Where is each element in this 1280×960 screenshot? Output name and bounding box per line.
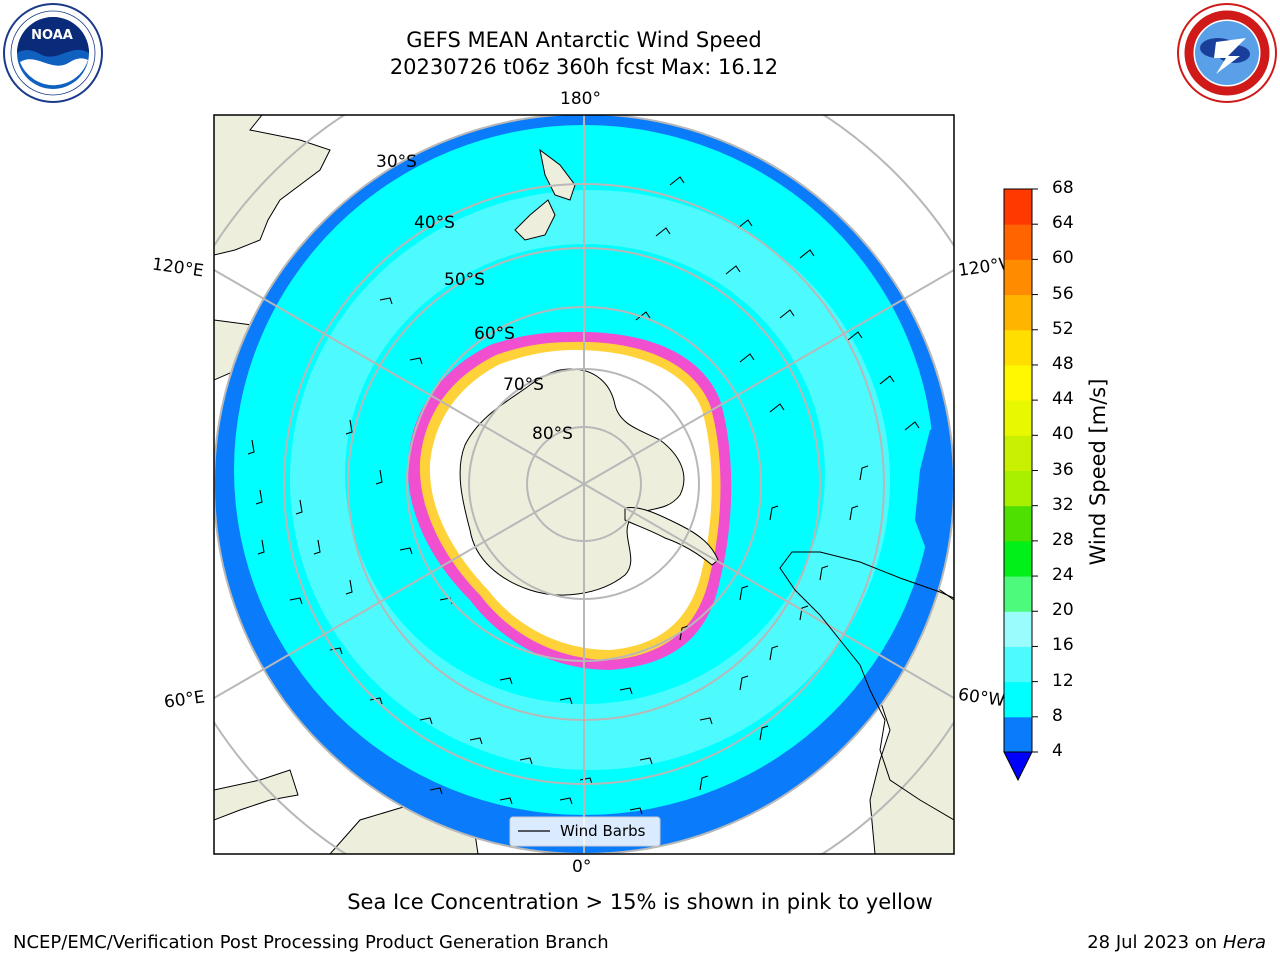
colorbar-tick-label: 48 [1052, 353, 1074, 374]
colorbar-tick-label: 64 [1052, 213, 1074, 234]
wind-patch-east [915, 420, 954, 580]
lat-label-40s: 40°S [414, 213, 455, 233]
lat-label-70s: 70°S [503, 375, 544, 395]
footer-right: 28 Jul 2023 on Hera [1087, 932, 1266, 953]
noaa-logo-text: NOAA [31, 28, 73, 43]
colorbar-segment [1004, 646, 1032, 683]
colorbar-tick-label: 4 [1052, 741, 1063, 761]
madagascar-land [214, 769, 299, 821]
colorbar-segment [1004, 681, 1032, 718]
graticule [214, 115, 954, 854]
colorbar-segment [1004, 259, 1032, 296]
colorbar-tick-label: 52 [1052, 318, 1074, 339]
colorbar [1003, 188, 1038, 782]
legend-box [509, 816, 661, 847]
colorbar-segment [1004, 329, 1032, 366]
new-zealand-north [539, 148, 576, 201]
colorbar-segment [1004, 435, 1032, 471]
colorbar-tick-label: 60 [1052, 248, 1074, 269]
antarctica-land [459, 368, 685, 596]
colorbar-tick-label: 44 [1052, 389, 1074, 410]
title-line-1: GEFS MEAN Antarctic Wind Speed [406, 28, 762, 52]
colorbar-segment [1004, 224, 1032, 260]
footer-machine: Hera [1222, 932, 1266, 953]
footer-left: NCEP/EMC/Verification Post Processing Pr… [13, 932, 609, 953]
colorbar-tick-label: 16 [1052, 635, 1074, 656]
legend-label: Wind Barbs [560, 822, 646, 840]
colorbar-tick-label: 56 [1052, 283, 1074, 304]
colorbar-tick-label: 68 [1052, 178, 1074, 198]
footer-date: 28 Jul 2023 on [1087, 932, 1223, 953]
lat-label-50s: 50°S [444, 270, 485, 290]
colorbar-segment [1004, 470, 1032, 507]
lat-label-80s: 80°S [532, 424, 573, 444]
title-line-2: 20230726 t06z 360h fcst Max: 16.12 [389, 55, 779, 79]
wind-barbs [247, 176, 920, 815]
colorbar-segment [1004, 189, 1032, 225]
colorbar-segment [1004, 505, 1032, 542]
colorbar-under-arrow [1003, 751, 1033, 782]
lat-label-60s: 60°S [474, 324, 515, 344]
lon-label-180: 180° [560, 89, 601, 109]
colorbar-segment [1004, 400, 1032, 436]
colorbar-segment [1004, 611, 1032, 647]
colorbar-tick-label: 20 [1052, 600, 1074, 621]
lon-label-0: 0° [572, 857, 592, 877]
map-frame [213, 114, 955, 855]
colorbar-segment [1004, 576, 1032, 612]
australia-land-ul [214, 115, 331, 256]
sea-ice-note: Sea Ice Concentration > 15% is shown in … [347, 890, 933, 914]
colorbar-segment [1004, 716, 1032, 753]
colorbar-tick-label: 12 [1052, 670, 1074, 691]
lat-label-30s: 30°S [376, 152, 417, 172]
colorbar-segment [1004, 540, 1032, 577]
new-zealand-south [514, 199, 556, 241]
colorbar-tick-label: 24 [1052, 565, 1074, 586]
colorbar-tick-label: 32 [1052, 494, 1074, 515]
colorbar-segment [1004, 364, 1032, 401]
colorbar-segment [1004, 294, 1032, 331]
colorbar-tick-label: 36 [1052, 459, 1074, 480]
colorbar-tick-label: 8 [1052, 705, 1063, 726]
colorbar-tick-label: 40 [1052, 424, 1074, 445]
noaa-logo-icon [3, 3, 103, 103]
colorbar-tick-label: 28 [1052, 529, 1074, 550]
colorbar-title: Wind Speed [m/s] [1086, 378, 1110, 566]
nws-logo-icon [1177, 3, 1277, 103]
